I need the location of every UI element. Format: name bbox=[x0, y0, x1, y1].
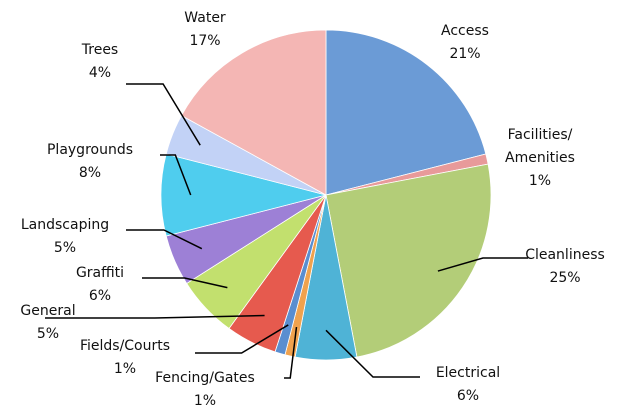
slice-value-label: 21% bbox=[449, 46, 481, 62]
slice-value-label: 6% bbox=[456, 388, 480, 404]
leader-line bbox=[195, 324, 289, 354]
slice-value-label: 1% bbox=[193, 393, 217, 409]
leader-line bbox=[126, 229, 203, 250]
leader-line bbox=[325, 329, 420, 378]
leader-line bbox=[142, 277, 228, 289]
slice-label: Landscaping bbox=[20, 217, 110, 233]
slice-label: Trees bbox=[81, 42, 119, 58]
slice-label: Access bbox=[441, 23, 489, 39]
slice-label: Graffiti bbox=[75, 265, 125, 281]
slice-label: Electrical bbox=[435, 365, 501, 381]
slice-value-label: 1% bbox=[113, 361, 137, 377]
slice-value-label: 1% bbox=[528, 173, 552, 189]
slice-label: General bbox=[20, 303, 76, 319]
leader-line bbox=[437, 257, 528, 272]
slice-label: Facilities/ Amenities bbox=[505, 127, 575, 166]
pie-slice bbox=[325, 163, 492, 358]
leader-line bbox=[45, 314, 265, 319]
slice-label: Playgrounds bbox=[46, 142, 134, 158]
pie-slice bbox=[325, 29, 487, 196]
leader-line bbox=[160, 154, 192, 196]
slice-label: Cleanliness bbox=[525, 247, 605, 263]
slice-value-label: 6% bbox=[88, 288, 112, 304]
slice-value-label: 4% bbox=[88, 65, 112, 81]
slice-value-label: 25% bbox=[549, 270, 581, 286]
slice-value-label: 8% bbox=[78, 165, 102, 181]
slice-label: Fields/Courts bbox=[79, 338, 171, 354]
pie-slice bbox=[180, 29, 327, 196]
slice-label: Fencing/Gates bbox=[155, 370, 255, 386]
leader-line bbox=[284, 326, 298, 379]
slice-value-label: 5% bbox=[36, 326, 60, 342]
slice-label: Water bbox=[184, 10, 226, 26]
leader-line bbox=[126, 83, 201, 146]
slice-value-label: 5% bbox=[53, 240, 77, 256]
slice-value-label: 17% bbox=[189, 33, 221, 49]
